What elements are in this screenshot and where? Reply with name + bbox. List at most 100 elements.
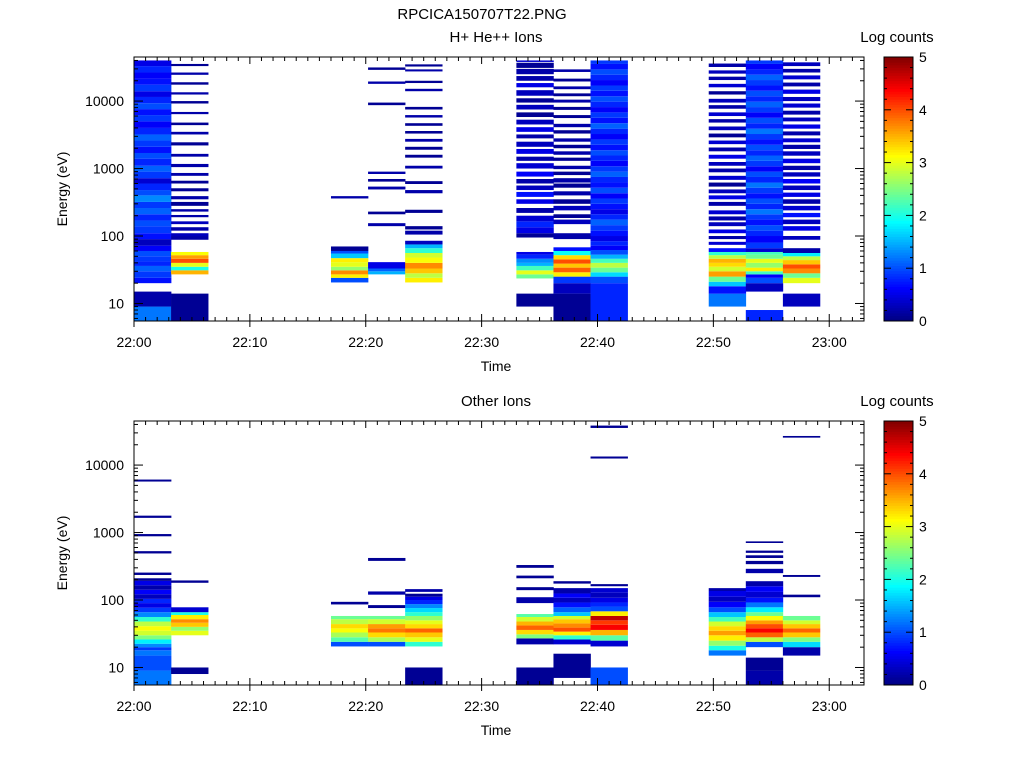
colorbar-swatch: [884, 223, 913, 227]
heatmap-cell: [405, 154, 443, 158]
heatmap-cell: [330, 266, 369, 271]
heatmap-cell: [590, 171, 628, 177]
colorbar-swatch: [884, 167, 913, 171]
colorbar-tick-label: 1: [919, 260, 927, 276]
colorbar-swatch: [884, 215, 913, 219]
colorbar-swatch: [884, 123, 913, 127]
colorbar-swatch: [884, 571, 913, 575]
colorbar-tick-label: 5: [919, 49, 927, 65]
heatmap-cell: [745, 176, 784, 183]
colorbar-swatch: [884, 199, 913, 203]
heatmap-cell: [708, 266, 747, 272]
heatmap-cell: [405, 131, 443, 134]
y-tick-label: 10000: [85, 457, 124, 473]
colorbar-swatch: [884, 255, 913, 259]
colorbar-swatch: [884, 468, 913, 472]
heatmap-cell: [134, 165, 172, 172]
colorbar-swatch: [884, 516, 913, 520]
heatmap-cell: [516, 148, 554, 154]
heatmap-cell: [590, 584, 628, 587]
heatmap-cell: [516, 587, 554, 591]
y-axis-label: Energy (eV): [54, 516, 70, 591]
heatmap-cell: [782, 219, 821, 225]
heatmap-cell: [553, 272, 591, 277]
colorbar-swatch: [884, 186, 913, 190]
heatmap-cell: [590, 69, 628, 75]
colorbar-swatch: [884, 260, 913, 264]
heatmap-cell: [171, 266, 209, 271]
heatmap-cell: [134, 239, 172, 246]
colorbar-swatch: [884, 537, 913, 541]
heatmap-cell: [708, 140, 747, 145]
colorbar-swatch: [884, 626, 913, 630]
colorbar-swatch: [884, 278, 913, 282]
heatmap-cell: [590, 592, 628, 598]
heatmap-cell: [171, 626, 209, 631]
colorbar-swatch: [884, 579, 913, 583]
colorbar-swatch: [884, 70, 913, 74]
heatmap-cell: [708, 91, 747, 95]
heatmap-cell: [590, 214, 628, 220]
heatmap-cell: [368, 211, 406, 215]
heatmap-cell: [590, 60, 628, 64]
x-axis-label: Time: [481, 358, 512, 374]
heatmap-cell: [516, 156, 554, 161]
colorbar-swatch: [884, 502, 913, 506]
heatmap-cell: [368, 628, 406, 633]
colorbar-swatch: [884, 83, 913, 87]
heatmap-cell: [134, 291, 172, 307]
colorbar-swatch: [884, 88, 913, 92]
heatmap-cell: [708, 588, 747, 591]
heatmap-cell: [782, 165, 821, 171]
heatmap-cell: [553, 581, 591, 584]
colorbar-swatch: [884, 648, 913, 652]
heatmap-cell: [368, 186, 406, 190]
colorbar-swatch: [884, 152, 913, 156]
heatmap-cell: [553, 138, 591, 142]
heatmap-cell: [516, 629, 554, 635]
heatmap-cell: [745, 144, 784, 151]
x-tick-label: 22:40: [580, 698, 615, 714]
heatmap-cells: [134, 425, 821, 685]
heatmap-cell: [782, 293, 821, 307]
heatmap-cell: [405, 138, 443, 142]
heatmap-cell: [516, 215, 554, 222]
heatmap-cell: [516, 199, 554, 204]
heatmap-cell: [134, 121, 172, 128]
colorbar-swatch: [884, 542, 913, 546]
colorbar-swatch: [884, 196, 913, 200]
heatmap-cell: [134, 607, 172, 613]
heatmap-cell: [590, 262, 628, 268]
heatmap-cell: [590, 74, 628, 81]
colorbar-swatch: [884, 589, 913, 593]
x-tick-label: 23:00: [812, 698, 847, 714]
heatmap-cell: [405, 69, 443, 72]
colorbar-swatch: [884, 202, 913, 206]
colorbar-swatch: [884, 450, 913, 454]
y-axis: 10 100 1000 10000: [85, 59, 864, 319]
heatmap-cell: [708, 601, 747, 608]
heatmap-cell: [708, 258, 747, 263]
colorbar-swatch: [884, 115, 913, 119]
heatmap-cell: [405, 64, 443, 67]
y-tick-label: 10: [108, 659, 124, 675]
colorbar-swatch: [884, 513, 913, 517]
colorbar-swatch: [884, 91, 913, 95]
heatmap-cell: [405, 230, 443, 235]
colorbar-swatch: [884, 67, 913, 71]
heatmap-cell: [708, 607, 747, 613]
colorbar-swatch: [884, 428, 913, 432]
heatmap-cell: [171, 270, 209, 275]
heatmap-cell: [745, 670, 784, 685]
colorbar-swatch: [884, 603, 913, 607]
colorbar-swatch: [884, 613, 913, 617]
heatmap-cell: [516, 617, 554, 622]
colorbar-swatch: [884, 189, 913, 193]
colorbar-swatch: [884, 592, 913, 596]
heatmap-cell: [368, 624, 406, 629]
heatmap-cell: [590, 123, 628, 129]
heatmap-cell: [590, 276, 628, 284]
heatmap-cell: [553, 619, 591, 624]
colorbar-swatch: [884, 436, 913, 440]
colorbar-swatch: [884, 302, 913, 306]
